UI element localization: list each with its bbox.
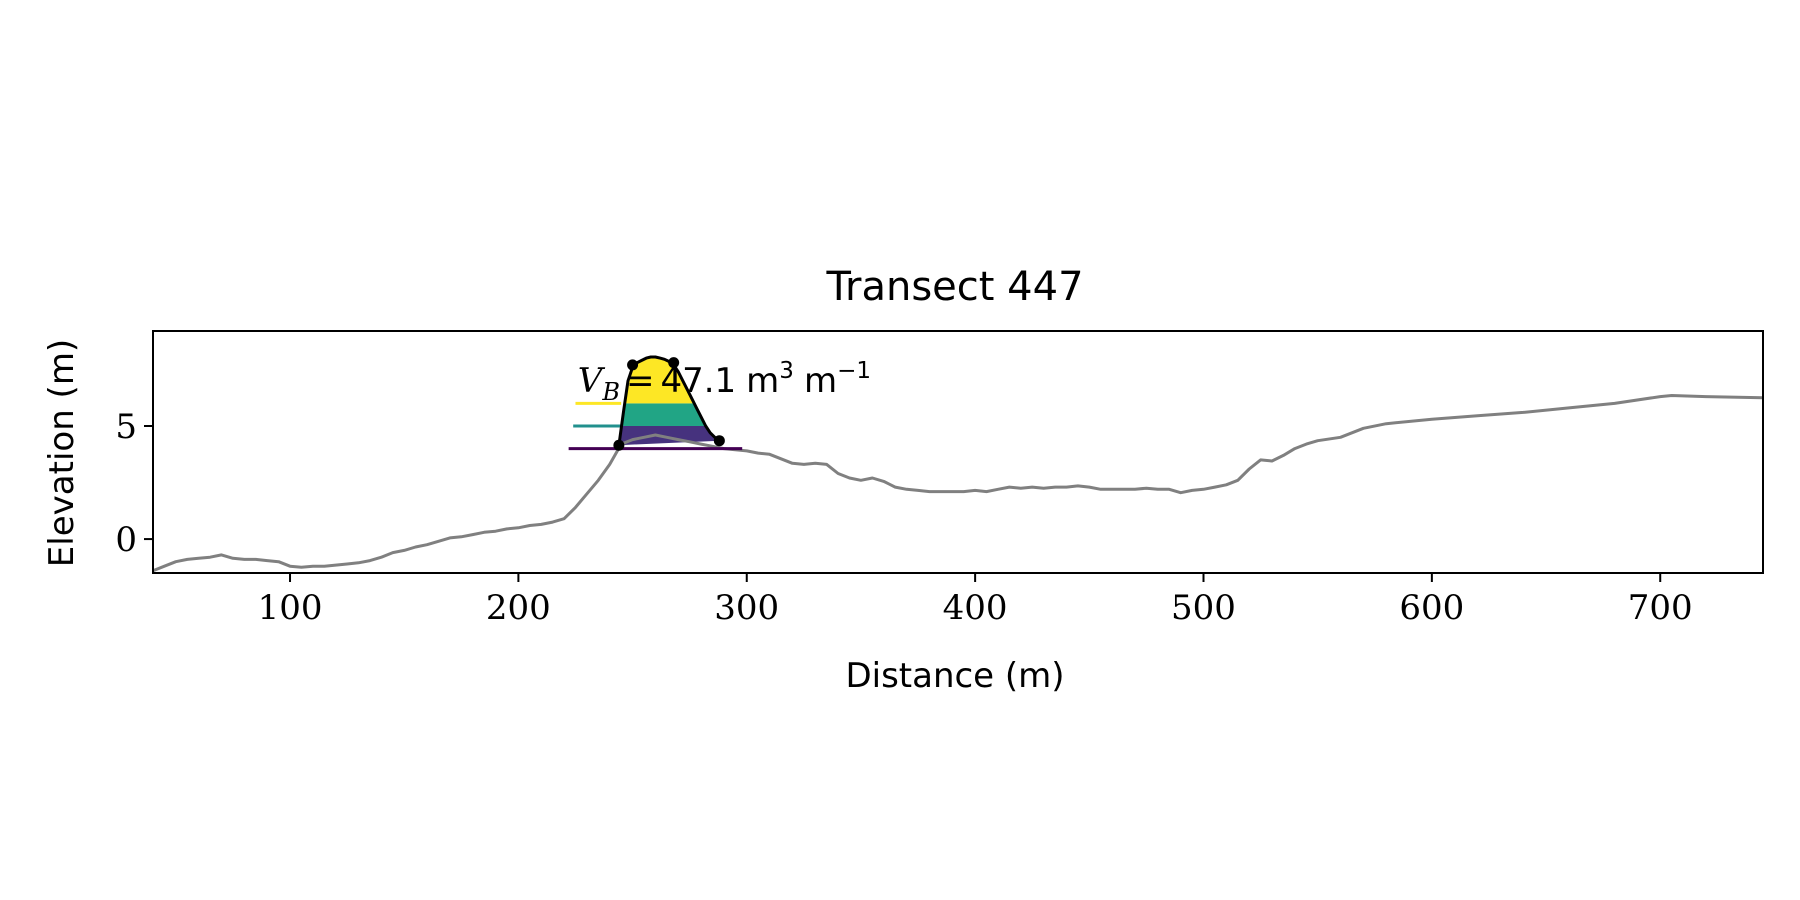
dune-band-low bbox=[618, 425, 720, 446]
volume-unit-exp: 3 bbox=[779, 358, 794, 384]
x-axis-label: Distance (m) bbox=[845, 656, 1064, 696]
volume-symbol: V bbox=[578, 361, 606, 401]
y-tick-label: 0 bbox=[115, 520, 137, 560]
dune-band-mid bbox=[618, 403, 720, 426]
elevation-profile bbox=[153, 394, 1763, 573]
plot-frame bbox=[152, 330, 1764, 574]
y-axis-ticks: 05 bbox=[115, 407, 153, 560]
x-tick-label: 600 bbox=[1399, 588, 1464, 628]
volume-unit: m bbox=[746, 361, 779, 401]
x-tick-label: 400 bbox=[943, 588, 1008, 628]
volume-annotation: VB = 47.1 m3 m−1 bbox=[578, 358, 871, 406]
volume-unit2-exp: −1 bbox=[837, 358, 871, 384]
dune-marker-2 bbox=[627, 359, 639, 371]
dune-markers bbox=[613, 357, 725, 451]
x-tick-label: 200 bbox=[486, 588, 551, 628]
x-tick-label: 100 bbox=[258, 588, 323, 628]
dune-marker-4 bbox=[713, 435, 725, 447]
chart-title: Transect 447 bbox=[825, 264, 1083, 310]
volume-unit2: m bbox=[804, 361, 837, 401]
profile-line bbox=[153, 394, 1763, 573]
dune-marker-1 bbox=[613, 439, 625, 451]
volume-subscript: B bbox=[601, 378, 620, 406]
dune-level-lines bbox=[568, 401, 743, 451]
y-axis-label: Elevation (m) bbox=[42, 339, 82, 567]
volume-value: 47.1 bbox=[660, 361, 736, 401]
x-tick-label: 300 bbox=[714, 588, 779, 628]
y-tick-label: 5 bbox=[115, 407, 137, 447]
dune-marker-3 bbox=[668, 357, 680, 369]
x-tick-label: 700 bbox=[1628, 588, 1693, 628]
x-tick-label: 500 bbox=[1171, 588, 1236, 628]
x-axis-ticks: 100 200 300 400 500 600 700 bbox=[258, 573, 1693, 628]
plot-area bbox=[153, 355, 1763, 573]
volume-equals: = bbox=[626, 361, 655, 401]
